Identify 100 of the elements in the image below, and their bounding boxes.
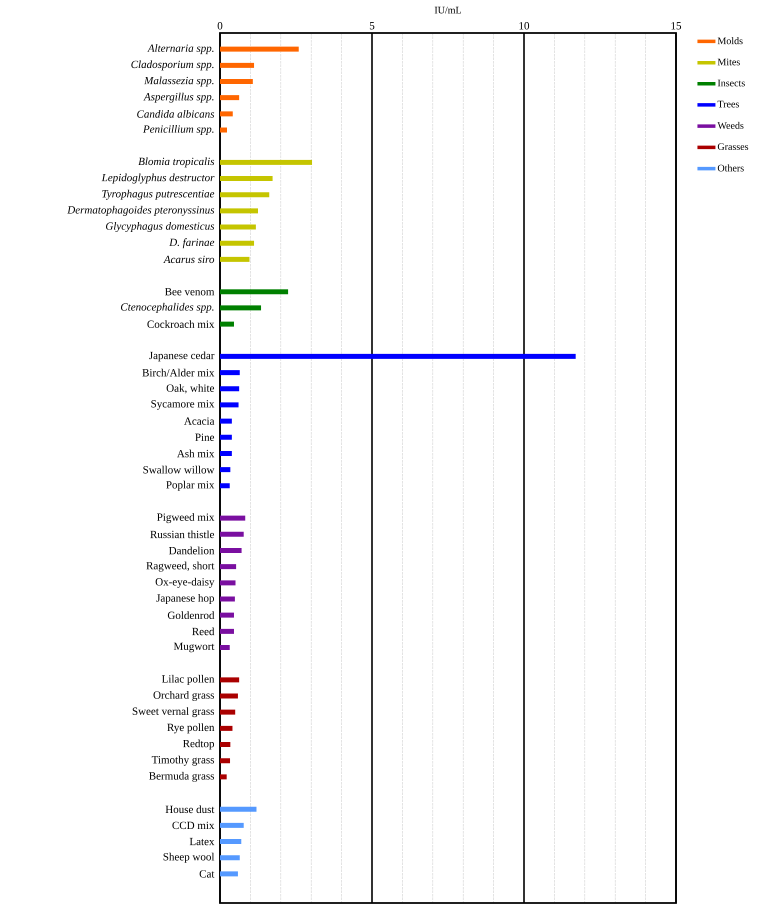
bar xyxy=(220,483,230,488)
bar xyxy=(220,160,312,165)
legend-label: Insects xyxy=(718,80,745,86)
bar xyxy=(220,628,234,634)
bar xyxy=(220,645,230,650)
y-tick-label: Lilac pollen xyxy=(162,674,214,685)
bar xyxy=(220,839,242,844)
y-tick-label: Acarus siro xyxy=(163,256,214,264)
bar xyxy=(220,322,234,327)
y-tick-label: Aspergillus spp. xyxy=(143,92,214,103)
bar xyxy=(220,95,240,100)
y-tick-label: Malassezia spp. xyxy=(144,76,214,86)
bar xyxy=(220,677,240,682)
y-tick-label: Goldenrod xyxy=(168,611,214,620)
bar xyxy=(220,370,240,376)
y-tick-label: Redtop xyxy=(183,740,214,750)
y-tick-label: Latex xyxy=(190,838,214,846)
x-tick-label: 0 xyxy=(218,22,222,30)
y-tick-label: Ash mix xyxy=(176,450,214,458)
bar xyxy=(220,580,236,586)
y-tick-label: Alternaria spp. xyxy=(147,44,214,54)
bar xyxy=(220,111,233,116)
bar xyxy=(220,612,234,618)
y-tick-label: Swallow willow xyxy=(143,466,214,474)
y-tick-label: Bee venom xyxy=(164,288,214,296)
y-tick-label: Ctenocephalides spp. xyxy=(120,302,214,313)
bar xyxy=(220,596,235,602)
y-tick-label: Candida albicans xyxy=(137,110,214,118)
bar xyxy=(220,240,254,246)
y-tick-label: CCD mix xyxy=(172,822,214,830)
y-tick-label: Pigweed mix xyxy=(157,513,214,524)
y-tick-label: Blomia tropicalis xyxy=(138,157,214,168)
x-axis-title: IU/mL xyxy=(434,6,462,14)
y-tick-label: Sweet vernal grass xyxy=(132,707,214,718)
bar xyxy=(220,192,270,198)
bar xyxy=(220,418,232,424)
bar xyxy=(220,305,262,310)
y-tick-label: Reed xyxy=(192,627,214,636)
bar xyxy=(220,758,230,764)
y-tick-label: Sheep wool xyxy=(164,852,214,863)
bar xyxy=(220,822,244,828)
y-tick-label: Cockroach mix xyxy=(147,320,214,328)
legend-label: Trees xyxy=(718,100,739,108)
x-tick-label: 10 xyxy=(519,22,530,30)
y-tick-label: House dust xyxy=(166,805,214,814)
bar xyxy=(220,62,254,68)
y-tick-label: Japanese cedar xyxy=(149,351,214,362)
bar xyxy=(220,871,238,876)
y-tick-label: Ragweed, short xyxy=(146,562,214,572)
y-tick-label: Cat xyxy=(200,870,214,878)
y-tick-label: Tyrophagus putrescentiae xyxy=(102,190,214,200)
y-tick-label: Oak, white xyxy=(166,384,214,394)
bar xyxy=(220,548,242,553)
bar xyxy=(220,774,227,780)
y-tick-label: Timothy grass xyxy=(152,756,214,766)
bar xyxy=(220,176,273,182)
y-tick-label: Rye pollen xyxy=(167,723,214,734)
legend-label: Molds xyxy=(718,37,743,44)
y-tick-label: Glycyphagus domesticus xyxy=(106,222,214,232)
bar xyxy=(220,434,232,440)
bar xyxy=(220,710,236,715)
y-tick-label: Mugwort xyxy=(174,642,214,652)
bar xyxy=(220,46,299,52)
y-tick-label: Acacia xyxy=(184,417,214,425)
y-tick-label: D. farinae xyxy=(169,238,214,248)
bar xyxy=(220,742,230,748)
bar xyxy=(220,386,240,392)
y-tick-label: Orchard grass xyxy=(154,691,214,702)
y-tick-label: Lepidoglyphus destructor xyxy=(102,174,214,184)
legend-label: Weeds xyxy=(717,122,744,129)
y-tick-label: Sycamore mix xyxy=(151,400,214,410)
y-tick-label: Japanese hop xyxy=(156,594,214,604)
y-tick-label: Russian thistle xyxy=(150,530,214,538)
bar xyxy=(220,726,232,731)
bar xyxy=(220,256,250,262)
y-tick-label: Birch/Alder mix xyxy=(142,368,214,376)
legend-label: Mites xyxy=(718,58,740,66)
bar xyxy=(220,532,244,537)
y-tick-label: Poplar mix xyxy=(166,480,214,491)
bar xyxy=(220,289,288,294)
bar xyxy=(220,564,236,570)
bar xyxy=(220,224,256,230)
x-tick-label: 5 xyxy=(370,22,374,30)
bar xyxy=(220,128,227,133)
bar xyxy=(220,855,240,860)
y-tick-label: Dandelion xyxy=(168,546,214,554)
y-tick-label: Penicillium spp. xyxy=(142,125,214,136)
bar xyxy=(220,354,576,359)
bar xyxy=(220,694,238,699)
bar xyxy=(220,450,232,456)
legend-label: Grasses xyxy=(718,143,748,150)
y-tick-label: Bermuda grass xyxy=(149,772,214,782)
bar xyxy=(220,467,230,472)
bar xyxy=(220,516,246,521)
bar xyxy=(220,402,239,408)
y-tick-label: Dermatophagoides pteronyssinus xyxy=(67,206,214,216)
legend-label: Others xyxy=(718,164,744,172)
y-tick-label: Ox-eye-daisy xyxy=(156,578,214,588)
bar xyxy=(220,208,258,214)
y-tick-label: Pine xyxy=(195,434,214,441)
